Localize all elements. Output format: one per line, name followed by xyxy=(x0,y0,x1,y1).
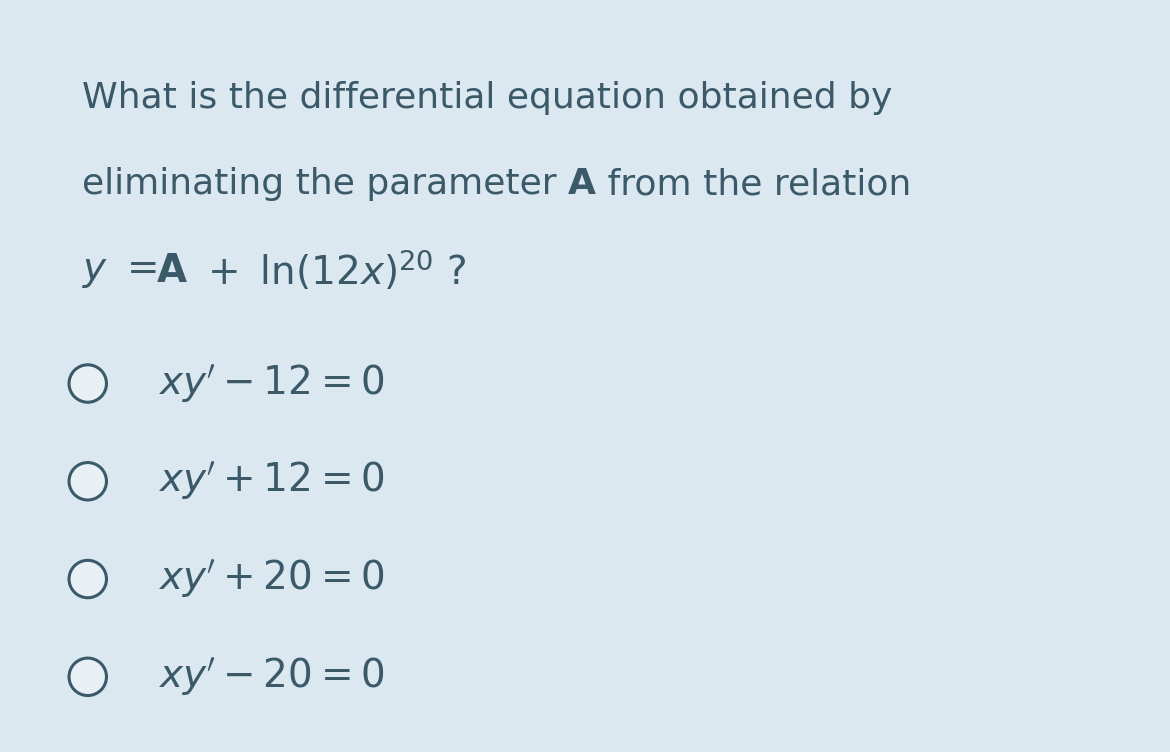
Text: What is the differential equation obtained by: What is the differential equation obtain… xyxy=(82,80,893,115)
Text: $xy' - 12 = 0$: $xy' - 12 = 0$ xyxy=(158,362,384,405)
Text: $\ +\ \ln(12x)^{20}\ ?$: $\ +\ \ln(12x)^{20}\ ?$ xyxy=(187,248,467,293)
Ellipse shape xyxy=(69,365,106,402)
Text: $xy' + 20 = 0$: $xy' + 20 = 0$ xyxy=(158,558,384,600)
Text: A: A xyxy=(567,167,596,202)
Text: eliminating the parameter: eliminating the parameter xyxy=(82,167,567,202)
Text: $y\ =\ $: $y\ =\ $ xyxy=(82,252,157,290)
Text: A: A xyxy=(157,252,187,290)
Text: $xy' - 20 = 0$: $xy' - 20 = 0$ xyxy=(158,656,384,698)
Ellipse shape xyxy=(69,658,106,696)
Ellipse shape xyxy=(69,560,106,598)
Text: $xy' + 12 = 0$: $xy' + 12 = 0$ xyxy=(158,460,384,502)
Text: from the relation: from the relation xyxy=(596,167,911,202)
Ellipse shape xyxy=(69,462,106,500)
